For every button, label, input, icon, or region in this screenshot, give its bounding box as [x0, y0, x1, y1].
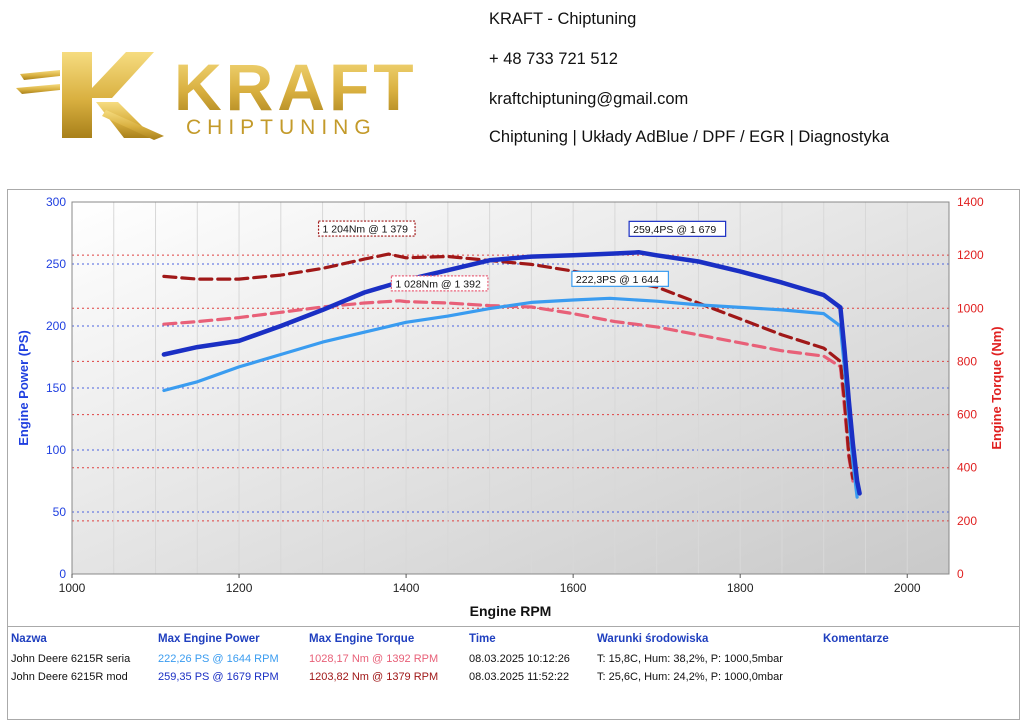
- power-mod-line: [161, 250, 862, 496]
- company-name: KRAFT - Chiptuning: [489, 10, 637, 28]
- annotation-box: [628, 220, 727, 237]
- peak-annotation: 1 204Nm @ 1 379: [317, 220, 416, 237]
- header-time: Time: [469, 633, 496, 645]
- y-tick-label-right: 400: [957, 461, 977, 475]
- logo-text: KRAFT: [174, 50, 418, 124]
- phone-number: + 48 733 721 512: [489, 50, 618, 68]
- chart-series: [161, 250, 862, 499]
- y-tick-label-right: 600: [957, 408, 977, 422]
- row-name: John Deere 6215R mod: [11, 671, 128, 683]
- y-tick-label-left: 250: [46, 257, 66, 271]
- x-tick-label: 1600: [560, 581, 587, 595]
- row-name: John Deere 6215R seria: [11, 653, 131, 665]
- header-comments: Komentarze: [823, 633, 889, 645]
- header-torque: Max Engine Torque: [309, 633, 415, 645]
- annotation-box: [317, 220, 416, 237]
- header-name: Nazwa: [11, 633, 47, 645]
- x-tick-label: 1800: [727, 581, 754, 595]
- x-tick-label: 1000: [59, 581, 86, 595]
- annotation-label: 1 028Nm @ 1 392: [395, 278, 481, 290]
- annotation-box: [390, 275, 489, 292]
- peak-annotation: 222,3PS @ 1 644: [571, 270, 669, 287]
- peak-annotation: 259,4PS @ 1 679: [628, 220, 727, 237]
- header-power: Max Engine Power: [158, 633, 260, 645]
- y-tick-label-right: 1000: [957, 301, 984, 315]
- x-tick-label: 1400: [393, 581, 420, 595]
- plot-border: [71, 201, 950, 575]
- dyno-chart-frame: 1000 1200 1400 1600 1800 2000 0 50 100 150 200 250 3…: [7, 189, 1020, 627]
- annotation-label: 1 204Nm @ 1 379: [323, 224, 409, 236]
- services-line: Chiptuning | Układy AdBlue / DPF / EGR |…: [489, 128, 890, 146]
- y-tick-label-left: 200: [46, 319, 66, 333]
- dyno-chart: 1000 1200 1400 1600 1800 20000501001502002503…: [16, 195, 1004, 619]
- y-tick-label-left: 0: [59, 567, 66, 581]
- row-conditions: T: 25,6C, Hum: 24,2%, P: 1000,0mbar: [597, 671, 783, 683]
- y-tick-label-right: 200: [957, 514, 977, 528]
- y-tick-label-right: 800: [957, 354, 977, 368]
- chart-annotations: 259,4PS @ 1 679 222,3PS @ 1 644 1 204Nm @ …: [317, 220, 727, 292]
- y-tick-label-left: 50: [53, 505, 67, 519]
- y-tick-label-right: 0: [957, 567, 964, 581]
- row-time: 08.03.2025 11:52:22: [469, 671, 570, 683]
- y-tick-label-left: 300: [46, 195, 66, 209]
- axis-ticks: 1000 1200 1400 1600 1800 20000501001502002503…: [46, 195, 984, 595]
- annotation-label: 259,4PS @ 1 679: [633, 224, 716, 236]
- logo-k-emblem-icon: [16, 52, 164, 140]
- peak-annotation: 1 028Nm @ 1 392: [390, 275, 489, 292]
- row-max-power: 259,35 PS @ 1679 RPM: [158, 671, 279, 683]
- results-table: Nazwa Max Engine Power Max Engine Torque…: [7, 626, 1020, 720]
- logo-subtext: CHIPTUNING: [186, 116, 377, 139]
- y-tick-label-left: 100: [46, 443, 66, 457]
- y-axis-label-right: Engine Torque (Nm): [989, 326, 1004, 449]
- header-conditions: Warunki środowiska: [597, 633, 709, 645]
- x-tick-label: 1200: [226, 581, 253, 595]
- row-conditions: T: 15,8C, Hum: 38,2%, P: 1000,5mbar: [597, 653, 783, 665]
- email-address: kraftchiptuning@gmail.com: [489, 90, 689, 108]
- y-tick-label-right: 1400: [957, 195, 984, 209]
- row-max-torque: 1028,17 Nm @ 1392 RPM: [309, 653, 439, 665]
- y-axis-label-left: Engine Power (PS): [16, 330, 31, 446]
- x-tick-label: 2000: [894, 581, 921, 595]
- x-axis-label: Engine RPM: [470, 603, 552, 619]
- row-max-torque: 1203,82 Nm @ 1379 RPM: [309, 671, 439, 683]
- y-tick-label-left: 150: [46, 381, 66, 395]
- annotation-label: 222,3PS @ 1 644: [576, 274, 659, 286]
- annotation-box: [571, 270, 669, 287]
- grid-lines: [71, 201, 950, 575]
- row-max-power: 222,26 PS @ 1644 RPM: [158, 653, 279, 665]
- torque-mod-line: [162, 252, 855, 480]
- torque-stock-line: [162, 299, 855, 483]
- row-time: 08.03.2025 10:12:26: [469, 653, 570, 665]
- kraft-logo: KRAFT CHIPTUNING: [16, 50, 418, 140]
- y-tick-label-right: 1200: [957, 248, 984, 262]
